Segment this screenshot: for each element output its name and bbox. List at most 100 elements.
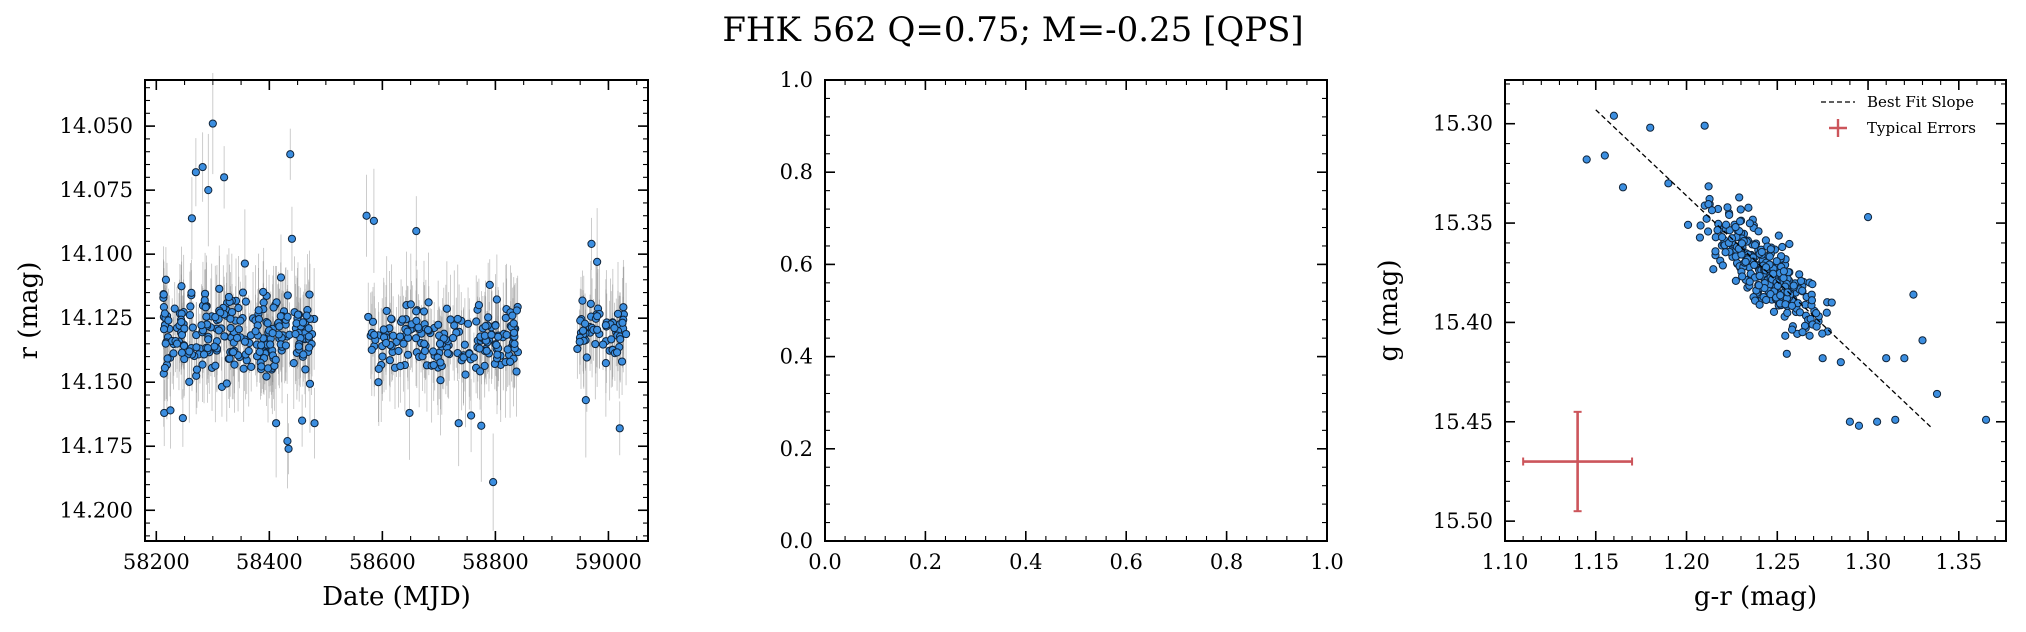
data-point (234, 325, 243, 334)
data-point (493, 350, 502, 359)
data-point (411, 334, 421, 343)
data-point (1818, 329, 1827, 338)
x-tick-label: 0.0 (808, 550, 841, 574)
data-point (239, 364, 248, 373)
data-point (1709, 265, 1718, 274)
data-point (1787, 325, 1797, 334)
data-point (1805, 331, 1814, 340)
data-point (1721, 248, 1730, 257)
data-point (180, 324, 189, 333)
data-point (1818, 354, 1827, 363)
x-tick-label: 0.2 (909, 550, 942, 574)
y-tick-label: 14.175 (60, 434, 133, 458)
data-point (202, 312, 211, 321)
data-point (469, 353, 478, 362)
data-point (226, 314, 235, 323)
data-point (266, 340, 275, 349)
data-point (257, 341, 266, 350)
data-point (187, 288, 196, 297)
figure-title: FHK 562 Q=0.75; M=-0.25 [QPS] (722, 10, 1304, 50)
data-point (480, 331, 489, 340)
data-point (301, 365, 310, 374)
data-point (1827, 298, 1836, 307)
data-point (255, 347, 264, 356)
data-point (1798, 328, 1807, 337)
data-point (222, 379, 231, 388)
data-point (448, 333, 458, 343)
data-point (298, 416, 307, 425)
data-point (234, 303, 243, 313)
data-point (271, 355, 280, 364)
data-point (198, 360, 207, 369)
data-point (436, 358, 445, 367)
data-point (1781, 331, 1790, 340)
data-point (272, 419, 281, 428)
y-tick-label: 0.0 (780, 529, 813, 553)
data-point (1779, 267, 1788, 276)
data-point (509, 319, 518, 328)
data-point (1777, 252, 1786, 261)
data-point (1731, 276, 1740, 285)
data-point (450, 321, 459, 330)
y-tick-label: 1.0 (780, 68, 813, 92)
data-point (220, 173, 229, 182)
data-point (460, 340, 469, 349)
data-point (509, 328, 519, 337)
data-point (283, 291, 292, 300)
data-point (1707, 206, 1717, 215)
y-axis-label: g (mag) (1374, 260, 1404, 362)
data-point (1812, 322, 1821, 331)
data-point (236, 316, 245, 325)
data-point (1772, 257, 1781, 266)
data-point (1882, 354, 1891, 363)
data-point (1769, 269, 1778, 278)
data-point (593, 312, 602, 321)
data-point (1776, 291, 1785, 300)
x-tick-label: 1.15 (1572, 550, 1619, 574)
x-tick-label: 0.8 (1210, 550, 1243, 574)
data-point (262, 372, 271, 381)
data-point (482, 346, 491, 355)
data-point (1769, 307, 1779, 316)
data-point (1782, 349, 1791, 358)
data-point (512, 306, 521, 315)
axes-frame (144, 79, 649, 542)
data-point (617, 357, 627, 366)
data-point (481, 322, 490, 331)
data-point (1932, 389, 1942, 399)
data-point (1762, 295, 1771, 305)
data-point (467, 411, 476, 420)
data-point (382, 306, 391, 316)
data-point (403, 327, 412, 336)
data-point (159, 325, 169, 334)
data-point (187, 214, 197, 223)
data-point (578, 296, 587, 305)
data-point (244, 346, 253, 356)
data-point (177, 317, 186, 327)
data-point (434, 320, 443, 329)
data-point (1744, 203, 1753, 212)
data-point (259, 298, 268, 307)
x-tick-label: 1.35 (1935, 550, 1982, 574)
data-point (601, 359, 610, 368)
legend-fit-label: Best Fit Slope (1867, 93, 1974, 111)
data-point (160, 363, 170, 373)
data-point (369, 216, 378, 225)
data-point (406, 300, 415, 309)
data-point (475, 344, 484, 353)
data-point (215, 284, 224, 293)
data-point (573, 344, 582, 354)
data-point (443, 349, 452, 358)
data-point (503, 345, 512, 354)
data-point (586, 299, 595, 308)
data-point (1609, 111, 1619, 120)
axes-empty: 0.0 0.2 0.4 0.6 0.8 1.0 0.0 0.2 0.4 0.6 0.8 1.0 (780, 68, 1344, 574)
data-point (201, 303, 210, 312)
data-point (494, 332, 503, 341)
data-point (1704, 182, 1713, 191)
x-tick-label: 58200 (123, 550, 190, 574)
y-tick-label: 15.30 (1433, 112, 1493, 136)
data-point (491, 321, 500, 330)
data-point (1711, 247, 1720, 256)
data-point (591, 339, 600, 349)
